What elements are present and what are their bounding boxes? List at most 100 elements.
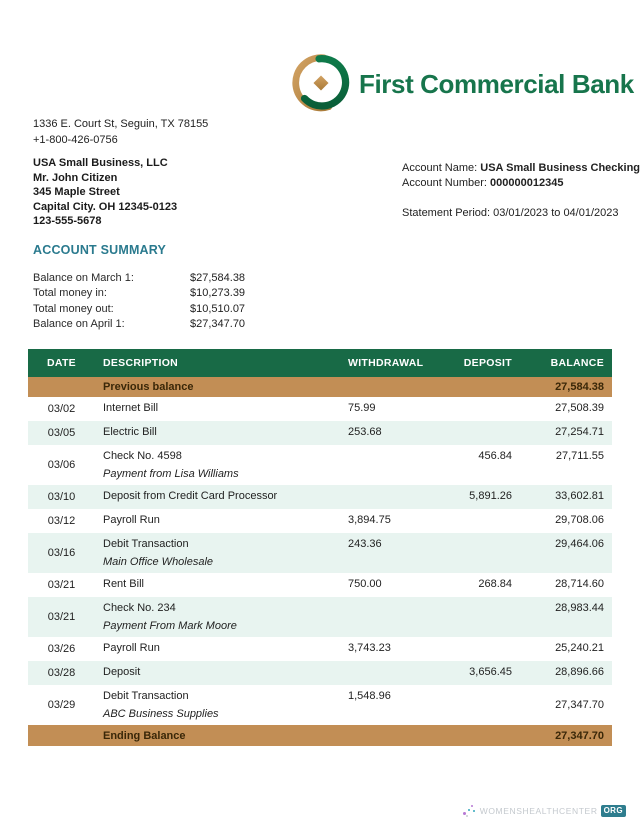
- summary-label: Balance on March 1:: [33, 272, 134, 284]
- transaction-row: 03/21 Check No. 234 Payment From Mark Moor…: [28, 597, 612, 637]
- txn-withdrawal: [340, 661, 455, 685]
- bank-logo: First Commercial Bank: [292, 54, 634, 115]
- transaction-row: 03/16 Debit Transaction Main Office Wholes…: [28, 533, 612, 573]
- txn-description-main: Check No. 234: [103, 602, 176, 614]
- previous-balance-row: Previous balance 27,584.38: [28, 377, 612, 397]
- col-header-withdrawal: WITHDRAWAL: [348, 357, 424, 369]
- col-header-deposit: DEPOSIT: [463, 357, 512, 369]
- txn-description-main: Deposit from Credit Card Processor: [103, 490, 278, 502]
- txn-description: Rent Bill: [95, 573, 340, 597]
- summary-row: Balance on April 1: $27,347.70: [33, 317, 313, 332]
- statement-period: Statement Period: 03/01/2023 to 04/01/20…: [402, 207, 619, 219]
- txn-description-main: Internet Bill: [103, 402, 159, 414]
- transaction-row: 03/26 Payroll Run 3,743.23 25,240.21: [28, 637, 612, 661]
- txn-balance: 29,464.06: [555, 538, 604, 550]
- ending-balance-row: Ending Balance 27,347.70: [28, 725, 612, 746]
- account-name-label: Account Name:: [402, 162, 481, 174]
- txn-date: 03/21: [47, 578, 76, 591]
- txn-balance: 27,508.39: [555, 402, 604, 414]
- summary-label: Total money out:: [33, 302, 114, 315]
- txn-description-main: Rent Bill: [103, 578, 144, 590]
- txn-description: Internet Bill: [95, 397, 340, 421]
- txn-deposit: [455, 509, 520, 533]
- bank-address-block: 1336 E. Court St, Seguin, TX 78155 +1-80…: [33, 117, 208, 148]
- txn-balance: 28,714.60: [555, 578, 604, 590]
- txn-description: Check No. 4598 Payment from Lisa Williams: [95, 445, 340, 485]
- txn-description-main: Debit Transaction: [103, 690, 189, 702]
- txn-description-sub: ABC Business Supplies: [103, 708, 219, 720]
- txn-deposit: [455, 597, 520, 637]
- txn-withdrawal: [340, 485, 455, 509]
- txn-withdrawal: 3,894.75: [348, 514, 391, 526]
- ending-balance-value: 27,347.70: [555, 729, 604, 742]
- col-header-date: DATE: [46, 357, 76, 369]
- account-summary: ACCOUNT SUMMARY Balance on March 1: $27,5…: [33, 243, 313, 333]
- summary-row: Total money out: $10,510.07: [33, 302, 313, 317]
- txn-date: 03/10: [47, 490, 76, 503]
- txn-description: Debit Transaction ABC Business Supplies: [95, 685, 340, 725]
- txn-deposit: [455, 637, 520, 661]
- txn-balance: 29,708.06: [555, 514, 604, 526]
- transactions-body: Previous balance 27,584.38 03/02 Internet…: [28, 377, 612, 725]
- account-summary-title: ACCOUNT SUMMARY: [33, 243, 167, 257]
- summary-value: $10,273.39: [190, 287, 246, 300]
- txn-description-sub: Main Office Wholesale: [103, 556, 214, 568]
- txn-balance: 27,347.70: [555, 698, 604, 711]
- txn-description: Deposit from Credit Card Processor: [95, 485, 340, 509]
- bank-phone: +1-800-426-0756: [33, 133, 118, 146]
- watermark: WOMENSHEALTHCENTER ORG: [462, 803, 626, 818]
- transactions-table: DATE DESCRIPTION WITHDRAWAL DEPOSIT BALANCE …: [28, 349, 612, 725]
- txn-description-main: Payroll Run: [103, 514, 160, 526]
- customer-city: Capital City. OH 12345-0123: [33, 200, 178, 213]
- txn-balance: 28,896.66: [555, 666, 604, 678]
- ending-balance-label: Ending Balance: [103, 729, 186, 742]
- txn-deposit: 5,891.26: [469, 490, 512, 502]
- txn-deposit: [455, 421, 520, 445]
- account-number-label: Account Number:: [402, 177, 491, 189]
- account-name-value: USA Small Business Checking: [480, 162, 641, 174]
- transaction-row: 03/21 Rent Bill 750.00 268.84 28,714.60: [28, 573, 612, 597]
- txn-deposit: 456.84: [478, 450, 512, 462]
- txn-date: 03/29: [47, 698, 76, 711]
- account-number-value: 000000012345: [490, 177, 564, 189]
- txn-deposit: 3,656.45: [469, 666, 512, 678]
- txn-description: Deposit: [95, 661, 340, 685]
- customer-phone: 123-555-5678: [33, 215, 102, 228]
- customer-address-block: USA Small Business, LLC Mr. John Citizen…: [33, 156, 177, 229]
- txn-withdrawal: [340, 597, 455, 637]
- txn-description-main: Payroll Run: [103, 642, 160, 654]
- txn-description-main: Electric Bill: [103, 426, 157, 438]
- txn-description-main: Debit Transaction: [103, 538, 189, 550]
- customer-name: Mr. John Citizen: [33, 171, 118, 184]
- summary-value: $27,347.70: [190, 318, 246, 331]
- txn-date: 03/05: [47, 426, 76, 439]
- txn-date: 03/21: [47, 610, 76, 623]
- transaction-row: 03/12 Payroll Run 3,894.75 29,708.06: [28, 509, 612, 533]
- txn-balance: 27,254.71: [555, 426, 604, 438]
- transaction-row: 03/05 Electric Bill 253.68 27,254.71: [28, 421, 612, 445]
- txn-description: Payroll Run: [95, 637, 340, 661]
- txn-date: 03/06: [47, 458, 76, 471]
- sparkle-icon: [462, 803, 477, 818]
- txn-date: 03/02: [47, 402, 76, 415]
- txn-balance: 25,240.21: [555, 642, 604, 654]
- txn-description: Electric Bill: [95, 421, 340, 445]
- txn-deposit: [455, 397, 520, 421]
- txn-date: 03/16: [47, 546, 76, 559]
- col-header-balance: BALANCE: [550, 357, 604, 369]
- txn-withdrawal: 750.00: [348, 578, 382, 590]
- transaction-row: 03/02 Internet Bill 75.99 27,508.39: [28, 397, 612, 421]
- summary-row: Balance on March 1: $27,584.38: [33, 271, 313, 286]
- txn-description: Payroll Run: [95, 509, 340, 533]
- summary-label: Balance on April 1:: [33, 318, 125, 331]
- transaction-row: 03/10 Deposit from Credit Card Processor 5…: [28, 485, 612, 509]
- bank-address-line: 1336 E. Court St, Seguin, TX 78155: [33, 118, 209, 130]
- transaction-row: 03/06 Check No. 4598 Payment from Lisa Wil…: [28, 445, 612, 485]
- txn-description-sub: Payment From Mark Moore: [103, 620, 237, 632]
- table-header-row: DATE DESCRIPTION WITHDRAWAL DEPOSIT BALANCE: [28, 349, 612, 377]
- txn-date: 03/12: [47, 514, 76, 527]
- previous-balance-value: 27,584.38: [555, 381, 604, 393]
- txn-deposit: [455, 533, 520, 573]
- txn-withdrawal: [340, 445, 455, 485]
- txn-withdrawal: 243.36: [348, 538, 382, 550]
